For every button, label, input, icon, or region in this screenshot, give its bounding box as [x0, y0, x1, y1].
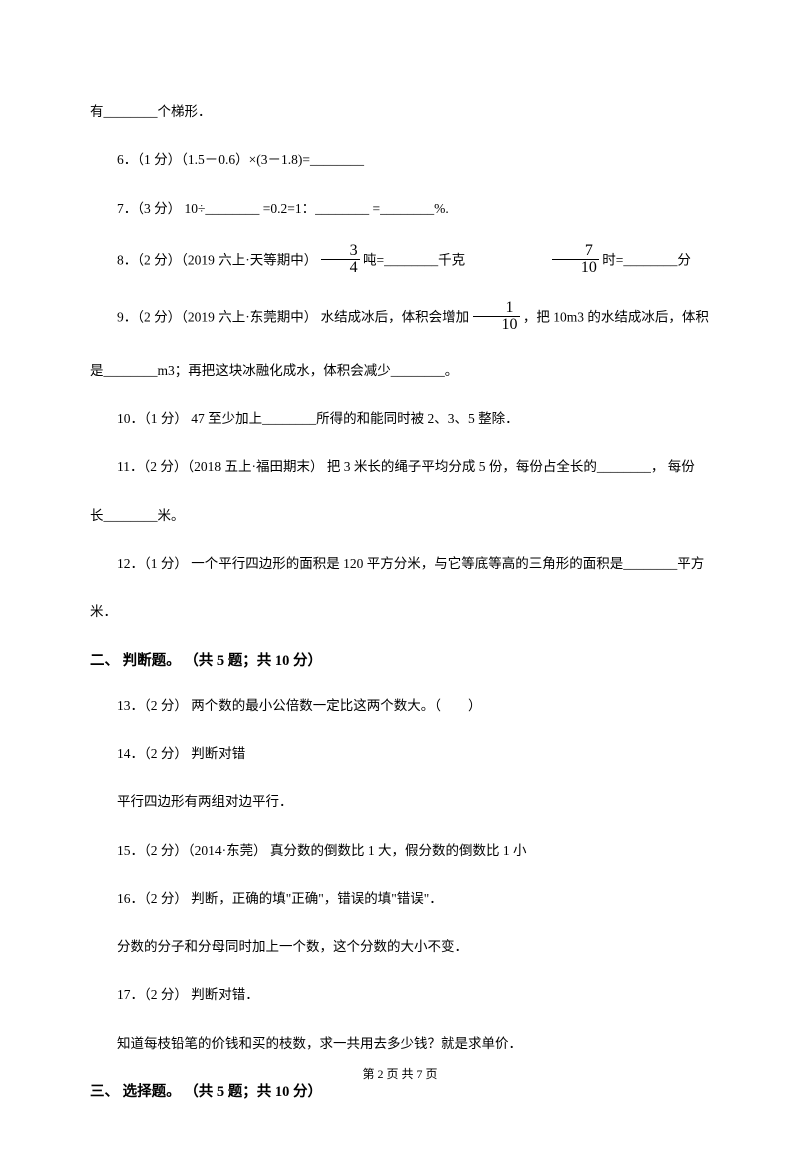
q9-prefix: 9．（2 分）（2019 六上·东莞期中） 水结成冰后，体积会增加: [117, 309, 473, 324]
q5-tail: 有________个梯形．: [90, 100, 710, 124]
q6: 6．（1 分）（1.5－0.6）×(3－1.8)=________: [90, 148, 710, 172]
section3-heading: 三、 选择题。 （共 5 题；共 10 分）: [90, 1080, 710, 1101]
fraction-3-4: 3 4: [321, 243, 360, 276]
q9-suffix: ，把 10m3 的水结成冰后，体积: [523, 309, 709, 324]
q9-line2: 是________m3；再把这块冰融化成水，体积会减少________。: [90, 359, 710, 383]
q7: 7．（3 分） 10÷________ =0.2=1：________ =___…: [90, 197, 710, 221]
q12-line1: 12．（1 分） 一个平行四边形的面积是 120 平方分米，与它等底等高的三角形…: [90, 552, 710, 576]
q11-line1: 11．（2 分）（2018 五上·福田期末） 把 3 米长的绳子平均分成 5 份…: [90, 455, 710, 479]
q8: 8．（2 分）（2019 六上·天等期中） 3 4 吨=________千克 7…: [90, 245, 710, 278]
q13: 13．（2 分） 两个数的最小公倍数一定比这两个数大。（ ）: [90, 694, 710, 718]
q8-prefix: 8．（2 分）（2019 六上·天等期中）: [117, 252, 317, 267]
q16-line2: 分数的分子和分母同时加上一个数，这个分数的大小不变．: [90, 935, 710, 959]
fraction-1-10: 1 10: [473, 300, 520, 333]
q11-line2: 长________米。: [90, 504, 710, 528]
page-footer: 第 2 页 共 7 页: [0, 1065, 800, 1082]
q10: 10．（1 分） 47 至少加上________所得的和能同时被 2、3、5 整…: [90, 407, 710, 431]
q17-line2: 知道每枝铅笔的价钱和买的枝数，求一共用去多少钱？就是求单价．: [90, 1032, 710, 1056]
q14-line2: 平行四边形有两组对边平行．: [90, 790, 710, 814]
q15: 15．（2 分）（2014·东莞） 真分数的倒数比 1 大，假分数的倒数比 1 …: [90, 839, 710, 863]
fraction-7-10: 7 10: [552, 243, 599, 276]
q17-line1: 17．（2 分） 判断对错．: [90, 983, 710, 1007]
q9-line1: 9．（2 分）（2019 六上·东莞期中） 水结成冰后，体积会增加 1 10 ，…: [90, 302, 710, 335]
q16-line1: 16．（2 分） 判断，正确的填"正确"，错误的填"错误"．: [90, 887, 710, 911]
q12-line2: 米．: [90, 600, 710, 624]
q8-mid2: 时=________分: [602, 252, 691, 267]
section2-heading: 二、 判断题。 （共 5 题；共 10 分）: [90, 649, 710, 670]
q14-line1: 14．（2 分） 判断对错: [90, 742, 710, 766]
page-content: 有________个梯形． 6．（1 分）（1.5－0.6）×(3－1.8)=_…: [0, 0, 800, 1165]
q8-mid1: 吨=________千克: [363, 252, 465, 267]
